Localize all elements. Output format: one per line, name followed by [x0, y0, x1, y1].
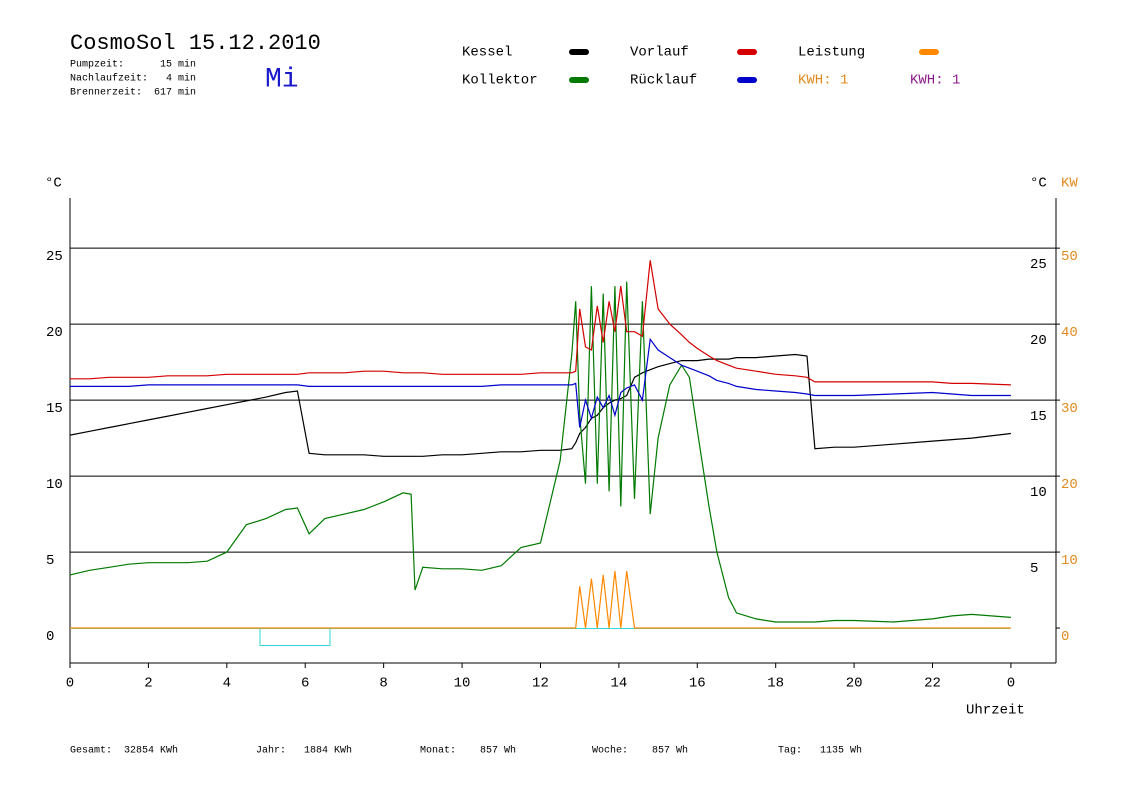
x-tick-label: 8	[379, 676, 387, 692]
x-tick-label: 6	[301, 676, 309, 692]
footer-stat: Tag: 1135 Wh	[778, 745, 862, 757]
footer-stat: Woche: 857 Wh	[592, 745, 688, 757]
y2-tick-label: 10	[1061, 553, 1078, 569]
y-tick-label-right: 10	[1030, 485, 1047, 501]
x-tick-label: 2	[144, 676, 152, 692]
series-line	[69, 281, 1011, 623]
info-line: Pumpzeit: 15 min	[70, 59, 196, 71]
y2-axis-label: °C	[1030, 176, 1047, 192]
x-tick-label: 14	[610, 676, 627, 692]
chart-title: CosmoSol 15.12.2010	[70, 31, 321, 56]
y-tick-label: 10	[46, 477, 63, 493]
series-line	[69, 353, 1011, 457]
y-tick-label: 25	[46, 249, 63, 265]
x-axis-label: Uhrzeit	[966, 703, 1025, 719]
y2-tick-label: 40	[1061, 325, 1078, 341]
y-tick-label: 15	[46, 401, 63, 417]
x-tick-label: 10	[454, 676, 471, 692]
series-line	[70, 337, 1011, 428]
kwh-label: KWH: 1	[910, 73, 960, 89]
legend-label: Leistung	[798, 45, 865, 61]
x-tick-label: 4	[223, 676, 231, 692]
kwh-label: KWH: 1	[798, 73, 848, 89]
series-line	[70, 571, 1011, 629]
x-tick-label: 20	[846, 676, 863, 692]
y-tick-label: 5	[46, 553, 54, 569]
x-tick-label: 22	[924, 676, 941, 692]
y-axis-label: °C	[45, 176, 62, 192]
y-tick-label-right: 5	[1030, 561, 1038, 577]
x-tick-label: 0	[66, 676, 74, 692]
y2-tick-label: 20	[1061, 477, 1078, 493]
y2-axis-label: KW	[1061, 176, 1078, 192]
legend-label: Vorlauf	[630, 45, 689, 61]
x-tick-label: 0	[1007, 676, 1015, 692]
legend-label: Kollektor	[462, 73, 538, 89]
legend-label: Rücklauf	[630, 73, 697, 89]
x-tick-label: 16	[689, 676, 706, 692]
footer-stat: Gesamt: 32854 KWh	[70, 745, 178, 757]
info-line: Brennerzeit: 617 min	[70, 87, 196, 99]
y-tick-label: 0	[46, 629, 54, 645]
x-tick-label: 12	[532, 676, 549, 692]
info-line: Nachlaufzeit: 4 min	[70, 73, 196, 85]
y2-tick-label: 0	[1061, 629, 1069, 645]
y-tick-label-right: 25	[1030, 257, 1047, 273]
y2-tick-label: 30	[1061, 401, 1078, 417]
weekday: Mi	[265, 64, 299, 95]
legend-label: Kessel	[462, 45, 512, 61]
footer-stat: Jahr: 1884 KWh	[256, 745, 352, 757]
y-tick-label: 20	[46, 325, 63, 341]
x-tick-label: 18	[767, 676, 784, 692]
footer-stat: Monat: 857 Wh	[420, 745, 516, 757]
pump-status	[70, 620, 1010, 650]
y-tick-label-right: 15	[1030, 409, 1047, 425]
y2-tick-label: 50	[1061, 249, 1078, 265]
series-line	[70, 260, 1011, 386]
y-tick-label-right: 20	[1030, 333, 1047, 349]
